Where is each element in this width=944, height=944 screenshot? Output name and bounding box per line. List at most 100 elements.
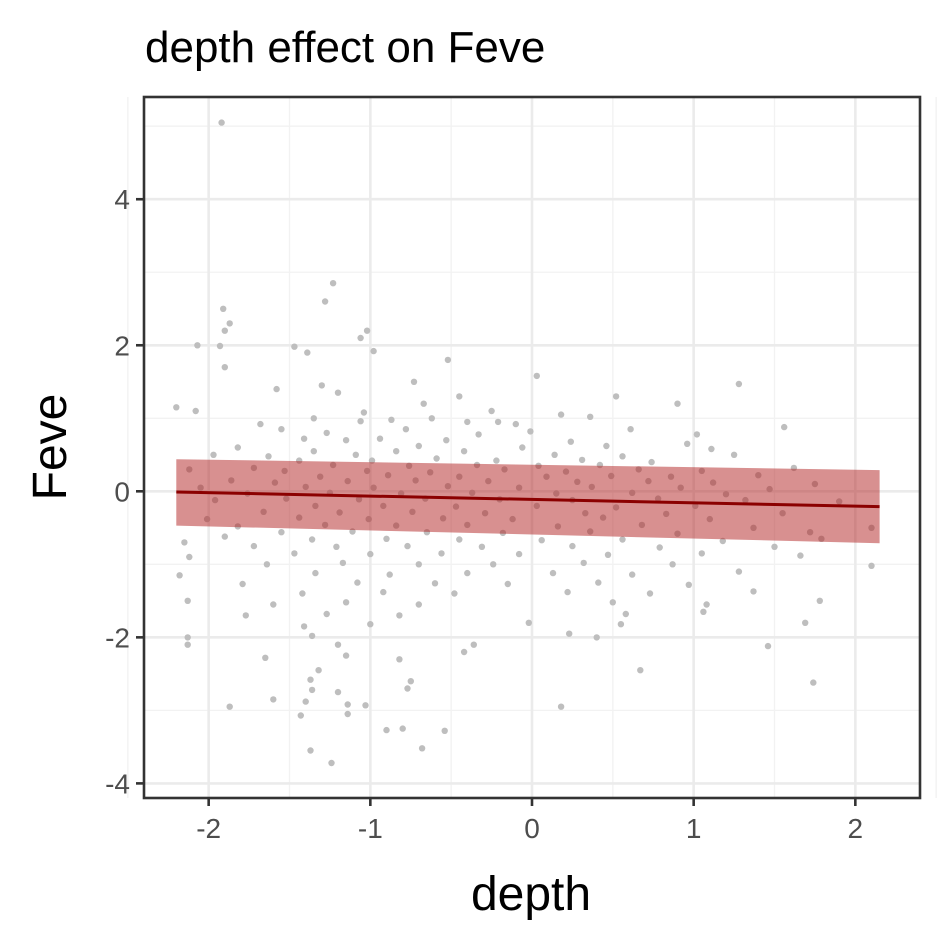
- scatter-points: [173, 119, 875, 767]
- scatter-point: [273, 385, 280, 393]
- scatter-point: [685, 581, 692, 588]
- y-tick-label: 4: [114, 184, 130, 215]
- scatter-point: [376, 435, 384, 442]
- scatter-point: [750, 588, 757, 595]
- scatter-point: [622, 610, 629, 618]
- scatter-point: [580, 559, 587, 567]
- scatter-point: [380, 588, 387, 596]
- scatter-point: [239, 580, 246, 588]
- scatter-point: [569, 542, 576, 550]
- scatter-point: [404, 685, 411, 692]
- scatter-point: [221, 364, 228, 371]
- scatter-point: [370, 347, 377, 355]
- scatter-point: [730, 451, 738, 458]
- scatter-point: [334, 641, 342, 648]
- scatter-point: [299, 590, 306, 597]
- scatter-point: [431, 580, 439, 587]
- scatter-point: [308, 536, 316, 543]
- scatter-point: [519, 444, 526, 451]
- scatter-point: [216, 342, 224, 350]
- fit-line: [176, 490, 880, 509]
- scatter-point: [352, 451, 359, 458]
- scatter-point: [595, 579, 602, 586]
- scatter-point: [797, 552, 804, 559]
- scatter-point: [333, 543, 340, 550]
- scatter-point: [220, 305, 227, 312]
- x-axis-title: depth: [471, 868, 591, 921]
- scatter-point: [512, 420, 519, 428]
- scatter-point: [383, 535, 390, 542]
- scatter-point: [490, 561, 497, 568]
- scatter-point: [669, 561, 676, 568]
- scatter-point: [464, 418, 471, 426]
- scatter-point: [771, 543, 778, 550]
- scatter-point: [627, 426, 634, 433]
- scatter-point: [418, 745, 426, 752]
- x-tick-label: -2: [196, 813, 221, 844]
- x-tick-label: 1: [686, 813, 702, 844]
- scatter-point: [420, 400, 427, 407]
- scatter-point: [363, 327, 371, 334]
- scatter-point: [334, 389, 342, 396]
- scatter-point: [344, 710, 351, 718]
- scatter-point: [242, 612, 249, 619]
- scatter-point: [388, 416, 395, 423]
- scatter-point: [603, 442, 610, 450]
- y-tick-label: 0: [114, 476, 130, 507]
- scatter-point: [441, 727, 448, 734]
- scatter-point: [515, 550, 523, 558]
- scatter-point: [291, 343, 298, 350]
- scatter-point: [456, 393, 463, 400]
- x-tick-label: 0: [524, 813, 540, 844]
- scatter-point: [410, 378, 418, 385]
- scatter-point: [493, 457, 500, 464]
- scatter-point: [329, 280, 337, 287]
- scatter-point: [619, 536, 626, 543]
- scatter-point: [270, 601, 277, 608]
- major-gridlines: [144, 97, 920, 798]
- scatter-point: [367, 621, 374, 628]
- y-tick-label: -4: [105, 768, 130, 799]
- scatter-point: [868, 562, 875, 569]
- scatter-point: [226, 703, 233, 710]
- scatter-point: [399, 725, 406, 732]
- y-axis-title: Feve: [24, 394, 77, 501]
- scatter-point: [307, 676, 314, 683]
- scatter-point: [415, 601, 422, 608]
- scatter-point: [362, 702, 369, 709]
- scatter-point: [181, 539, 188, 546]
- scatter-point: [637, 667, 644, 674]
- scatter-point: [192, 407, 199, 415]
- scatter-point: [415, 561, 422, 568]
- scatter-point: [656, 544, 663, 551]
- scatter-point: [428, 415, 435, 422]
- scatter-point: [564, 588, 571, 596]
- scatter-point: [360, 409, 368, 416]
- scatter-point: [619, 453, 626, 460]
- scatter-point: [310, 415, 317, 422]
- scatter-point: [342, 652, 350, 659]
- scatter-point: [339, 559, 347, 567]
- scatter-point: [393, 448, 400, 455]
- scatter-point: [470, 641, 477, 648]
- scatter-point: [527, 428, 534, 435]
- scatter-point: [781, 423, 788, 431]
- scatter-point: [617, 621, 625, 628]
- scatter-point: [176, 572, 183, 579]
- scatter-point: [404, 542, 411, 550]
- scatter-point: [210, 451, 217, 458]
- scatter-point: [297, 712, 304, 719]
- scatter-point: [593, 634, 600, 641]
- scatter-point: [396, 612, 403, 619]
- scatter-point: [312, 569, 319, 577]
- scatter-point: [321, 298, 329, 305]
- scatter-point: [604, 551, 612, 558]
- scatter-point: [451, 590, 458, 597]
- scatter-point: [438, 550, 445, 557]
- scatter-point: [226, 320, 233, 327]
- scatter-point: [310, 448, 317, 455]
- scatter-point: [478, 543, 486, 550]
- scatter-point: [386, 571, 393, 578]
- scatter-point: [816, 597, 823, 604]
- x-tick-label: -1: [358, 813, 383, 844]
